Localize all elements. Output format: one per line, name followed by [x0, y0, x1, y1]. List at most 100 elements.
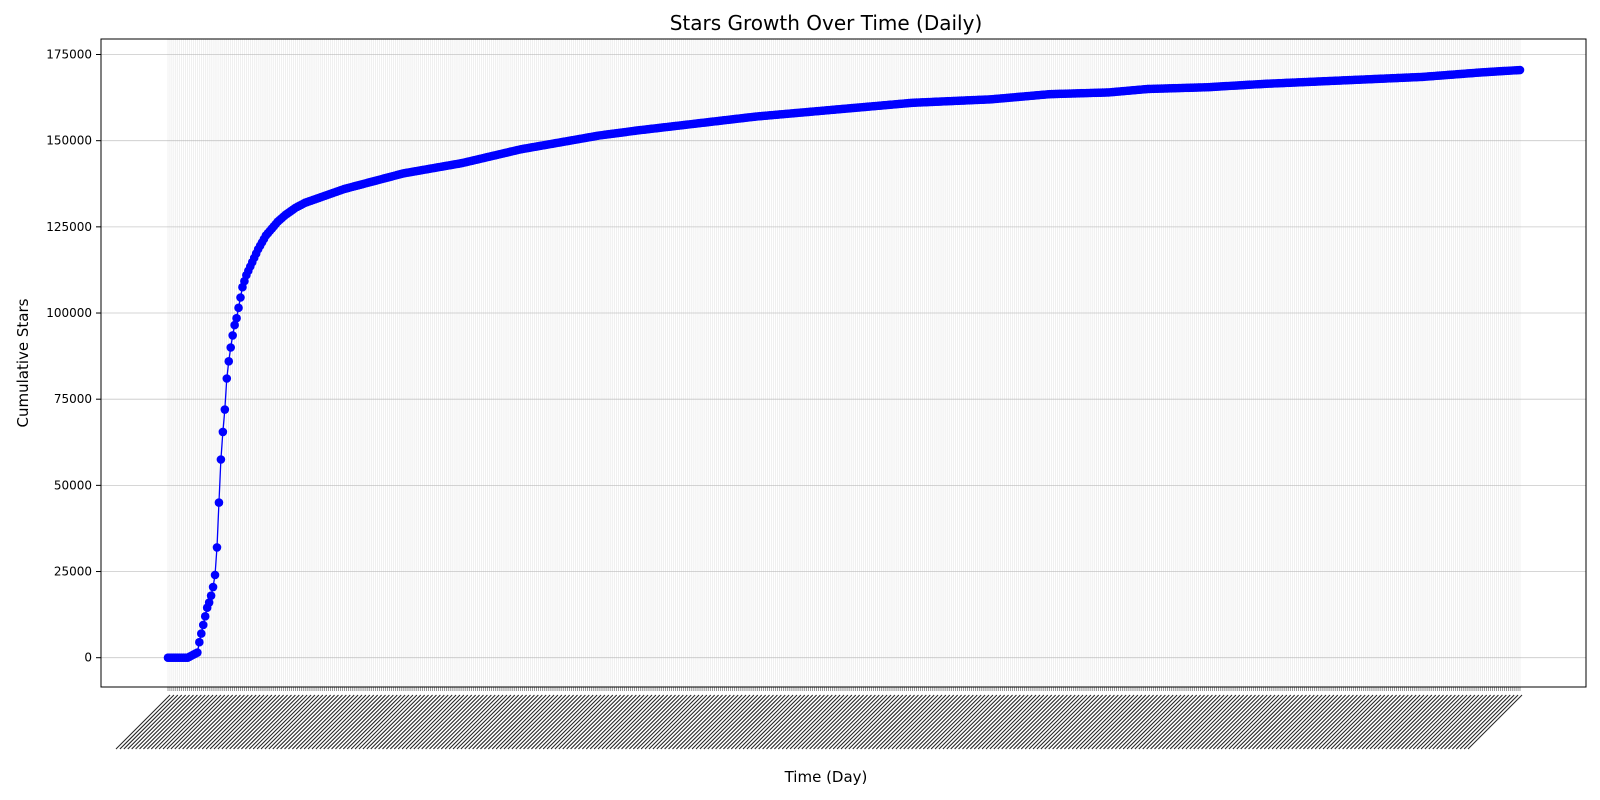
x-tick-label	[495, 694, 551, 750]
x-tick-label	[1146, 694, 1202, 750]
x-tick-label	[1067, 694, 1123, 750]
x-tick-label	[1169, 694, 1225, 750]
x-tick-label	[515, 694, 571, 750]
x-tick-label	[977, 694, 1033, 750]
y-tick-label: 150000	[46, 134, 92, 148]
x-tick-label	[809, 694, 865, 750]
x-tick-label	[213, 694, 269, 750]
x-tick-label	[1232, 694, 1288, 750]
x-tick-label	[1044, 694, 1100, 750]
x-tick-label	[201, 694, 257, 750]
x-tick-label	[879, 694, 935, 750]
x-tick-label	[703, 694, 759, 750]
x-tick-label	[197, 694, 253, 750]
x-tick-label	[711, 694, 767, 750]
x-tick-label	[668, 694, 723, 750]
x-tick-label	[1103, 694, 1158, 750]
x-tick-label	[868, 694, 923, 750]
x-tick-label	[1009, 694, 1064, 750]
x-tick-label	[1393, 694, 1448, 750]
x-tick-label	[425, 694, 480, 750]
x-tick-label	[542, 694, 598, 750]
x-tick-label	[723, 694, 778, 750]
y-tick-label: 100000	[46, 306, 92, 320]
y-tick-label: 75000	[54, 392, 92, 406]
data-point	[226, 343, 236, 352]
x-tick-label	[1326, 694, 1382, 750]
x-tick-label	[962, 694, 1017, 750]
x-tick-label	[1361, 694, 1417, 750]
x-tick-label	[1314, 694, 1370, 750]
x-tick-label	[1275, 694, 1331, 750]
x-tick-label	[848, 694, 904, 750]
x-tick-label	[1420, 694, 1476, 750]
x-tick-label	[1385, 694, 1441, 750]
x-tick-label	[1185, 694, 1241, 750]
data-point	[214, 498, 224, 507]
x-tick-label	[346, 694, 402, 750]
x-tick-label	[233, 694, 288, 750]
x-tick-label	[1005, 694, 1060, 750]
x-tick-label	[143, 694, 198, 750]
x-tick-label	[930, 694, 986, 750]
x-tick-label	[1212, 694, 1268, 750]
x-tick-label	[237, 694, 292, 750]
x-tick-label	[660, 694, 716, 750]
x-tick-label	[531, 694, 586, 750]
x-tick-label	[217, 694, 273, 750]
data-point	[224, 356, 234, 366]
data-point	[206, 591, 216, 600]
x-tick-label	[393, 694, 449, 750]
x-axis	[167, 687, 1521, 691]
x-tick-label	[1381, 694, 1437, 750]
x-tick-label	[683, 694, 739, 750]
x-tick-label	[1013, 694, 1068, 750]
x-tick-label	[146, 694, 202, 750]
x-tick-label	[1444, 694, 1499, 750]
x-tick-label	[566, 694, 622, 750]
x-tick-label	[241, 694, 296, 750]
data-point	[228, 331, 237, 340]
x-tick-label	[1459, 694, 1515, 750]
x-tick-label	[1330, 694, 1386, 750]
x-tick-label	[821, 694, 876, 750]
x-tick-label	[1075, 694, 1131, 750]
x-tick-label	[628, 694, 684, 750]
x-tick-label	[205, 694, 261, 750]
x-tick-label	[158, 694, 214, 750]
data-point	[204, 598, 214, 607]
data-point	[236, 293, 245, 302]
x-tick-label	[433, 694, 488, 750]
x-tick-label	[221, 694, 277, 750]
plot-area: 0 25000 50000 75000 100000 125000 150000 175000	[46, 38, 1587, 750]
x-tick-label	[335, 694, 390, 750]
x-tick-label	[609, 694, 665, 750]
x-tick-label	[127, 694, 183, 750]
x-tick-label	[397, 694, 453, 750]
x-tick-label	[844, 694, 900, 750]
x-tick-label	[331, 694, 386, 750]
x-tick-label	[503, 694, 559, 750]
x-tick-label	[1161, 694, 1217, 750]
x-tick-label	[1350, 694, 1405, 750]
x-tick-label	[507, 694, 563, 750]
x-tick-label	[1079, 694, 1135, 750]
x-tick-label	[958, 694, 1013, 750]
x-tick-label	[938, 694, 994, 750]
x-tick-label	[1063, 694, 1119, 750]
x-tick-label	[632, 694, 688, 750]
x-tick-label	[119, 694, 175, 750]
y-axis-title: Cumulative Stars	[14, 298, 32, 427]
x-tick-label	[621, 694, 676, 750]
x-tick-label	[174, 694, 230, 750]
x-tick-label	[758, 694, 814, 750]
x-tick-label	[444, 694, 500, 750]
x-tick-label	[942, 694, 998, 750]
x-tick-label	[193, 694, 249, 750]
x-tick-label	[319, 694, 375, 750]
x-tick-label	[1369, 694, 1425, 750]
y-tick-label: 25000	[54, 565, 92, 579]
x-tick-label	[1201, 694, 1256, 750]
x-tick-label	[550, 694, 606, 750]
